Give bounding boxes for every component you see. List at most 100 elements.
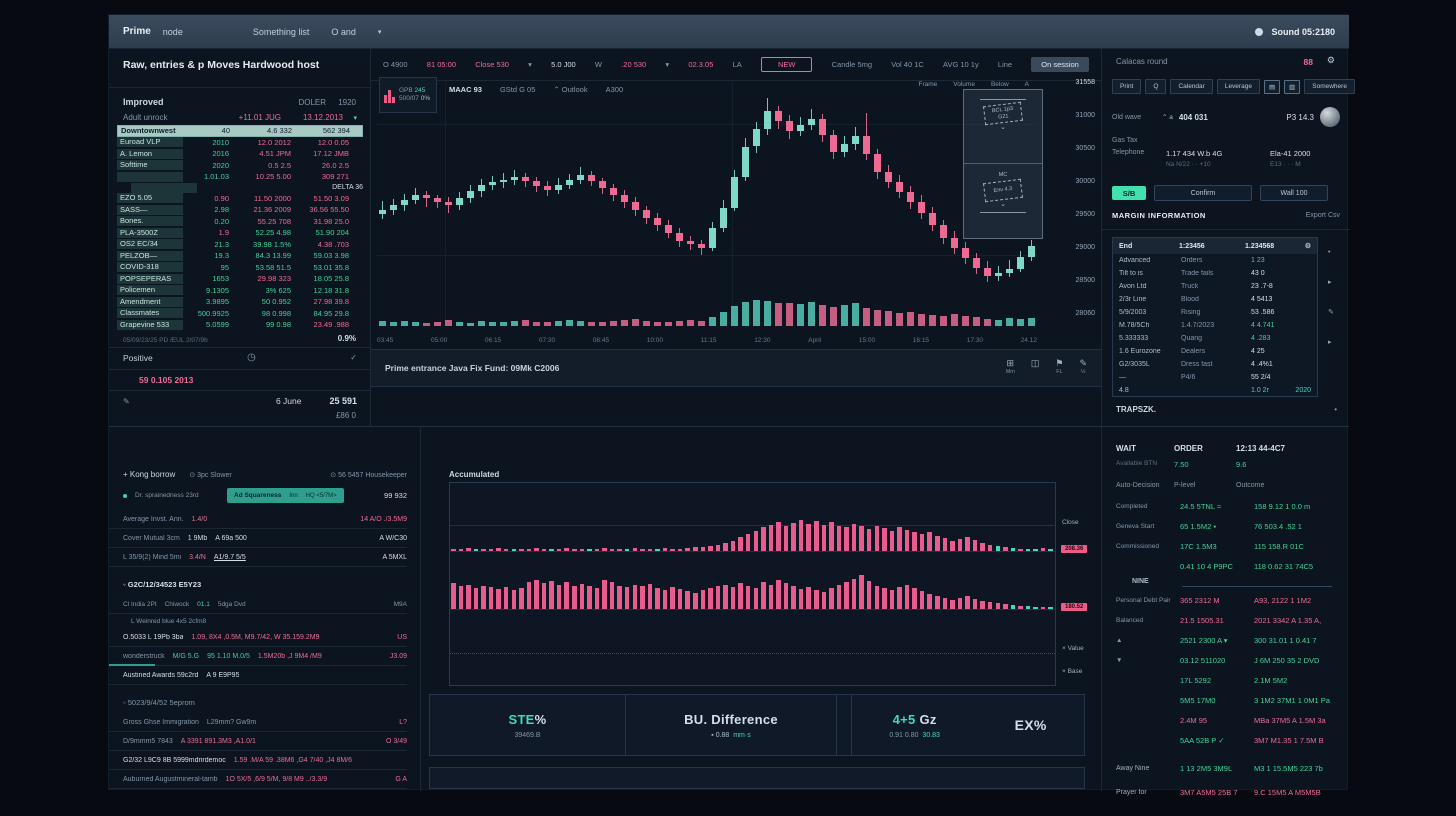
watchlist-row[interactable]: POPSEPERAS 1653 29.98 323 18.05 25.8: [117, 273, 363, 285]
symbol-cell[interactable]: Euroad VLP: [117, 137, 183, 148]
watchlist-row[interactable]: PELZOB— 19.3 84.3 13.99 59.03 3.98: [117, 250, 363, 262]
header-end[interactable]: End: [1119, 242, 1133, 250]
footer-tool-icon[interactable]: ⚑ FL: [1055, 359, 1063, 377]
toolbar-item[interactable]: 81 05:00: [426, 60, 456, 69]
watchlist-row[interactable]: COVID-318 95 53.58 51.5 53.01 35.8: [117, 262, 363, 274]
summary-row[interactable]: G2/32 L9C9 8B 5999mdrirdemoc 1.59 .M/A 5…: [109, 751, 407, 770]
toolbar-item[interactable]: .20 530: [621, 60, 647, 69]
nav-item-other[interactable]: O and: [331, 26, 356, 37]
status-row[interactable]: 2.4M 95 MBa 37M5 A 1.5M 3a: [1102, 710, 1350, 730]
price-value[interactable]: 404 031: [1178, 112, 1208, 122]
clock-icon[interactable]: ◷: [247, 352, 256, 363]
status-row[interactable]: Personal Debt Pair 365 2312 M A93, 2122 …: [1102, 590, 1350, 610]
watchlist-row[interactable]: Grapevine 533 5.0599 99 0.98 23.49 .988: [117, 319, 363, 331]
avatar[interactable]: [1320, 107, 1340, 127]
wall-button[interactable]: Wall 100: [1260, 185, 1328, 201]
summary-row[interactable]: L Weinred blue 4x5 2cfm8: [109, 614, 407, 628]
symbol-legend-card[interactable]: GPB 245 500/07 0%: [379, 77, 437, 113]
symbol-cell[interactable]: A. Lemon: [117, 148, 183, 159]
pencil-icon[interactable]: ✎: [123, 396, 130, 406]
header-time[interactable]: 12:13 44-4C7: [1236, 444, 1285, 453]
header-num1[interactable]: 1:23456: [1179, 242, 1205, 250]
symbol-cell[interactable]: Policemen: [117, 285, 183, 296]
strategy-pill-button[interactable]: Ad Squareness Inn HQ <5/7M>: [227, 488, 344, 503]
header-num2[interactable]: 1.234568: [1245, 242, 1275, 250]
toolbar-item[interactable]: W: [594, 60, 602, 69]
symbol-cell[interactable]: [117, 171, 183, 182]
status-row[interactable]: 17L 5292 2.1M 5M2: [1102, 670, 1350, 690]
watchlist-row[interactable]: A. Lemon 2016 4.51 JPM 17.12 JMB: [117, 148, 363, 160]
legend-symbol[interactable]: MAAC 93: [449, 85, 482, 94]
table-row[interactable]: 4.8 1.0 2r 2020: [1113, 384, 1317, 397]
watchlist-row[interactable]: Softtime 2020 0.5 2.5 26.0 2.5: [117, 160, 363, 172]
confirm-button[interactable]: Confirm: [1154, 185, 1252, 201]
footer-tool-icon[interactable]: ✎ ½: [1079, 359, 1087, 377]
order-tab[interactable]: Print: [1112, 79, 1142, 94]
mini-legend-item[interactable]: Frame: [918, 81, 938, 88]
chevron-down-icon[interactable]: ⌄: [1000, 201, 1006, 208]
symbol-cell[interactable]: Bones.: [117, 216, 183, 227]
accumulated-histogram[interactable]: [449, 482, 1056, 686]
order-tab[interactable]: Calendar: [1170, 79, 1213, 94]
table-row[interactable]: Tilt to is Trade fails 43 0: [1113, 267, 1317, 280]
toolbar-item[interactable]: O 4900: [383, 60, 408, 69]
summary-row[interactable]: Cover Mutual 3cm 1 9Mb A 69a 500 A W/C30: [109, 529, 407, 548]
symbol-cell[interactable]: Grapevine 533: [117, 319, 183, 330]
watchlist-row[interactable]: Euroad VLP 2010 12.0 2012 12.0 0.05: [117, 137, 363, 149]
watchlist-row[interactable]: Policemen 9.1305 3% 625 12.18 31.8: [117, 285, 363, 297]
side-tool-icon[interactable]: ✎: [1328, 309, 1334, 316]
order-tab[interactable]: ▤: [1263, 79, 1281, 94]
footer-tool-icon[interactable]: ⊞ Mm: [1006, 359, 1015, 377]
toolbar-item[interactable]: LA: [732, 60, 742, 69]
symbol-cell[interactable]: COVID-318: [117, 262, 183, 273]
summary-row[interactable]: wonderstruck M/G 5.G 95 1.10 M.0/5 1.5M2…: [109, 647, 407, 666]
summary-row[interactable]: L 35/9(2) Mind 5mi 3.4/N A1/9.7 5/5 A 5M…: [109, 548, 407, 567]
status-row[interactable]: Completed 24.5 5TNL ≈ 158 9.12 1 0.0 m: [1102, 496, 1350, 516]
header-order[interactable]: ORDER: [1174, 444, 1203, 453]
nav-item-list[interactable]: Something list: [252, 26, 310, 37]
summary-h1[interactable]: + Kong borrow: [123, 470, 176, 479]
buy-button[interactable]: S/B: [1112, 186, 1146, 200]
toolbar-item[interactable]: 5.0 J00: [551, 60, 576, 69]
summary-row[interactable]: ◦ G2C/12/34523 E5Y23: [109, 567, 407, 595]
order-tab[interactable]: ▥: [1284, 79, 1301, 94]
stat-cell-ste[interactable]: STE% 39469.B: [430, 695, 626, 755]
watchlist-row[interactable]: 1.01.03 10.25 5.00 309 271: [117, 171, 363, 183]
order-tab[interactable]: Q: [1145, 79, 1167, 94]
side-tool-icon[interactable]: ▸: [1328, 279, 1332, 286]
summary-row[interactable]: Gross Ghse Immigration L29mm? Gw9m L?: [109, 713, 407, 732]
status-row[interactable]: Commissioned 17C 1.5M3 115 158.R 01C: [1102, 536, 1350, 556]
gear-icon[interactable]: ⚙: [1304, 243, 1311, 250]
status-row[interactable]: ▲ 2521 2300 A ▾ 300 31.01 1 0.41 7: [1102, 630, 1350, 650]
watchlist-row[interactable]: PLA-3500Z 1.9 52.25 4.98 51.90 204: [117, 227, 363, 239]
watchlist-row[interactable]: EZO 5.05 0.90 11.50 2000 51.50 3.09: [117, 193, 363, 205]
symbol-cell[interactable]: Classmates: [117, 308, 183, 319]
toolbar-item[interactable]: 02.3.05: [688, 60, 714, 69]
watchlist-row[interactable]: Bones. 0.20 55.25 708 31.98 25.0: [117, 216, 363, 228]
overlay-tool-1[interactable]: BCL 1p3 G21 ⌄: [964, 90, 1042, 164]
toolbar-item[interactable]: ▾: [665, 60, 670, 69]
summary-row[interactable]: Cl India 2Pt Chiwock 01.1 5dga Dvd M9A: [109, 595, 407, 614]
table-footer-label[interactable]: TRAPSZK.: [1116, 405, 1156, 414]
toolbar-item[interactable]: NEW: [760, 57, 813, 72]
gear-icon[interactable]: ⚙: [1326, 55, 1335, 65]
stat-cell-gz-ex[interactable]: 4+5 Gz 0.91 0.80 30.83 EX%: [852, 695, 1084, 755]
watchlist-row[interactable]: SASS— 2.98 21.36 2009 36.56 55.50: [117, 204, 363, 216]
time-axis[interactable]: 03:45 05:00 06:15 07:30 08:45 10:00 11:15 12:30…: [377, 337, 1037, 344]
mini-legend-item[interactable]: A: [1024, 81, 1029, 88]
symbol-cell[interactable]: PLA-3500Z: [117, 227, 183, 238]
side-tool-icon[interactable]: •: [1328, 249, 1331, 256]
status-row[interactable]: Balanced 21.5 1505.31 2021 3342 A 1.35 A…: [1102, 610, 1350, 630]
status-row[interactable]: 0.41 10 4 P9PC 118 0.62 31 74C5: [1102, 556, 1350, 576]
status-row[interactable]: Geneva Start 65 1.5M2 ▪ 76 503.4 .52 1: [1102, 516, 1350, 536]
legend-item[interactable]: GStd G 05: [499, 85, 536, 94]
footer-dot-icon[interactable]: •: [1334, 405, 1337, 414]
column-h1[interactable]: +11.01 JUG: [238, 113, 281, 122]
overlay-tool-2[interactable]: MC Env 4.3 ⌄: [964, 164, 1042, 238]
table-row[interactable]: G2/3035L Dress fast 4 .4%1: [1113, 358, 1317, 371]
price-axis[interactable]: 31558 31000 30500 30000 29500 29000 28500 28060: [1039, 79, 1097, 331]
brand-logo[interactable]: Prime: [123, 26, 151, 37]
symbol-cell[interactable]: Downtownwest: [121, 125, 176, 135]
symbol-cell[interactable]: Amendment: [117, 296, 183, 307]
mini-legend-item[interactable]: Volume: [953, 81, 975, 88]
